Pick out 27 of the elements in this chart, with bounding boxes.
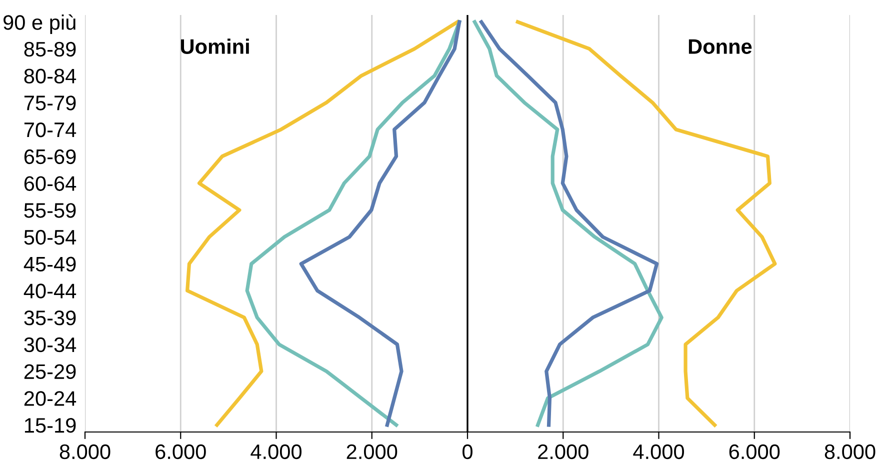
y-tick-label: 20-24 <box>24 391 76 406</box>
y-tick-label: 45-49 <box>24 256 76 272</box>
y-tick-label: 65-69 <box>24 149 76 164</box>
x-tick-label: 2.000 <box>538 444 588 460</box>
x-tick-label: 4.000 <box>633 444 684 460</box>
y-tick-label: 80-84 <box>24 68 76 84</box>
y-tick-label: 85-89 <box>24 42 76 57</box>
x-tick-label: 0 <box>462 444 472 460</box>
y-tick-label: 70-74 <box>24 122 76 138</box>
y-tick-label: 50-54 <box>24 230 76 245</box>
x-tick-label: 8.000 <box>60 444 110 460</box>
y-tick-label: 30-34 <box>24 337 76 352</box>
x-tick-label: 6.000 <box>729 444 780 460</box>
x-tick-label: 8.000 <box>824 444 876 460</box>
x-tick-label: 2.000 <box>346 444 398 460</box>
y-tick-label: 15-19 <box>24 418 76 433</box>
y-tick-label: 55-59 <box>24 203 76 218</box>
annotation: Uomini <box>181 38 249 54</box>
y-tick-label: 25-29 <box>24 364 76 380</box>
annotation: Donne <box>688 39 752 54</box>
x-tick-label: 4.000 <box>250 444 302 460</box>
y-tick-label: 35-39 <box>24 310 76 326</box>
y-tick-label: 75-79 <box>24 96 76 110</box>
y-tick-label: 40-44 <box>24 284 76 298</box>
y-tick-label: 90 e più <box>4 14 76 34</box>
x-tick-label: 6.000 <box>156 444 206 460</box>
y-tick-label: 60-64 <box>24 176 76 191</box>
